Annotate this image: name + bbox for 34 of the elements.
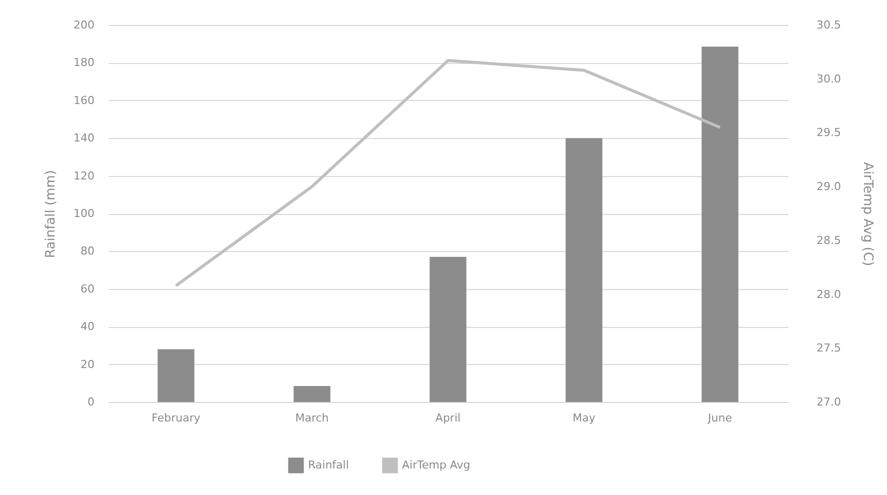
y-tick-label: 120: [74, 169, 94, 182]
x-tick-label: February: [152, 412, 201, 424]
x-tick-label: May: [572, 412, 596, 424]
y-tick-label: 160: [74, 94, 94, 107]
y-tick-label: 0: [88, 396, 94, 408]
y-tick-label: 180: [74, 56, 94, 70]
y2-tick-label: 30.0: [816, 72, 841, 86]
y2-tick-label: 27.0: [816, 396, 841, 408]
y2-tick-label: 30.5: [816, 18, 841, 32]
bar: [430, 256, 466, 402]
y-tick-label: 100: [74, 207, 94, 220]
y2-axis-title: AirTemp Avg (C): [860, 162, 875, 266]
y2-tick-label: 27.5: [816, 342, 841, 355]
x-tick-label: June: [707, 412, 732, 424]
y-tick-label: 60: [80, 282, 94, 296]
y-axis-title: Rainfall (mm): [44, 170, 59, 258]
bar: [158, 349, 194, 402]
y-tick-label: 80: [80, 244, 94, 258]
line-series: [174, 59, 722, 288]
legend-label: AirTemp Avg: [402, 458, 470, 472]
y2-tick-label: 29.0: [816, 180, 841, 194]
x-tick-label: April: [435, 412, 461, 424]
y2-tick-label: 28.5: [816, 234, 841, 247]
y2-tick-label: 28.0: [816, 288, 841, 301]
bar: [566, 138, 602, 402]
y-tick-label: 140: [74, 132, 94, 145]
bar: [294, 386, 330, 402]
y-tick-label: 40: [80, 320, 94, 334]
x-tick-label: March: [295, 412, 329, 424]
y-tick-label: 20: [80, 358, 94, 371]
y-tick-label: 200: [74, 18, 94, 32]
legend-label: Rainfall: [308, 458, 349, 472]
y2-tick-label: 29.5: [816, 126, 841, 140]
bar: [702, 46, 738, 402]
